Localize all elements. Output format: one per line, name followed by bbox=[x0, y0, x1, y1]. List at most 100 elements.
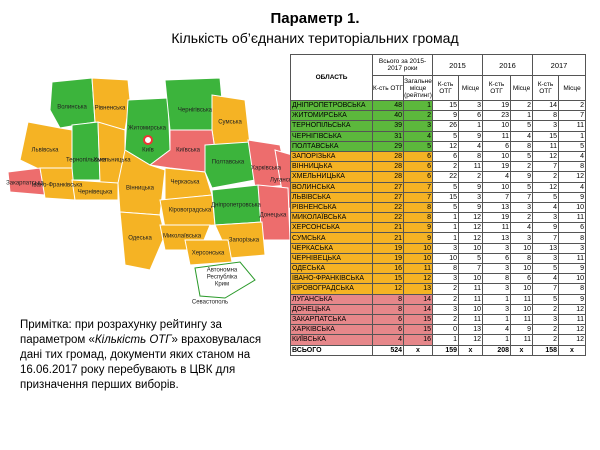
cell: 7 bbox=[510, 191, 533, 203]
cell: 12 bbox=[532, 150, 559, 163]
cell: 14 bbox=[403, 293, 433, 305]
cell: 1 bbox=[482, 293, 511, 305]
map-label: Закарпатська bbox=[6, 181, 44, 187]
cell: 8 bbox=[372, 303, 404, 315]
cell: 1 bbox=[432, 232, 459, 244]
cell: 19 bbox=[482, 212, 511, 224]
cell: 12 bbox=[432, 140, 459, 152]
header-cell: 2016 bbox=[482, 54, 533, 76]
region-name: СУМСЬКА bbox=[290, 232, 373, 244]
table-row: ТЕРНОПІЛЬСЬКА 39 3 26 1 10 5 3 11 bbox=[290, 120, 586, 132]
cell: 8 bbox=[558, 232, 586, 244]
map-label: Крим bbox=[215, 282, 229, 288]
table-row: ДНІПРОПЕТРОВСЬКА 48 1 15 3 19 2 14 2 bbox=[290, 99, 586, 112]
cell: 2 bbox=[432, 161, 459, 173]
cell: 13 bbox=[458, 324, 483, 336]
cell: 12 bbox=[458, 212, 483, 224]
cell: 4 bbox=[482, 324, 511, 336]
map-label: Хмельницька bbox=[93, 158, 131, 164]
cell: 6 bbox=[458, 110, 483, 122]
cell: 12 bbox=[532, 181, 559, 193]
cell: 9 bbox=[558, 293, 586, 305]
cell: 0 bbox=[432, 324, 459, 336]
cell: 11 bbox=[458, 313, 483, 326]
cell: 8 bbox=[558, 161, 586, 173]
cell: 3 bbox=[510, 201, 533, 214]
cell: 3 bbox=[510, 232, 533, 244]
map-label: Харківська bbox=[251, 166, 282, 172]
note-text: Примітка: при розрахунку рейтингу за пар… bbox=[20, 319, 222, 346]
map-label: Тернопільська bbox=[66, 158, 107, 164]
table-row: ХАРКІВСЬКА 6 15 0 13 4 9 2 12 bbox=[290, 324, 586, 336]
region-name: ЗАПОРІЗЬКА bbox=[290, 150, 373, 163]
total-cell: 159 bbox=[432, 344, 459, 356]
cell: 9 bbox=[558, 191, 586, 203]
cell: 5 bbox=[432, 181, 459, 193]
cell: 10 bbox=[458, 303, 483, 315]
cell: 1 bbox=[458, 120, 483, 132]
total-row: ВСЬОГО 524 x 159 x 208 x 158 x bbox=[290, 344, 586, 356]
header-cell: К-сть ОТГ bbox=[482, 75, 511, 101]
cell: 2 bbox=[532, 334, 559, 346]
cell: 3 bbox=[532, 120, 559, 132]
total-cell: 158 bbox=[532, 344, 559, 356]
note-text: » враховувалася дані тих громад, докумен… bbox=[20, 334, 262, 391]
cell: 15 bbox=[532, 130, 559, 142]
map: Волинська Рівненська Житомирська Чернігівсь… bbox=[6, 77, 290, 306]
cell: 11 bbox=[532, 140, 559, 152]
cell: 11 bbox=[510, 293, 533, 305]
table-row: ЛЬВІВСЬКА 27 7 15 3 7 7 5 9 bbox=[290, 191, 586, 203]
cell: 19 bbox=[482, 161, 511, 173]
cell: 5 bbox=[432, 201, 459, 214]
cell: 3 bbox=[482, 242, 511, 254]
cell: 11 bbox=[558, 120, 586, 132]
cell: 2 bbox=[558, 99, 586, 112]
region-name: ВІННИЦЬКА bbox=[290, 161, 373, 173]
cell: 19 bbox=[372, 242, 404, 254]
cell: 3 bbox=[432, 242, 459, 254]
cell: 11 bbox=[458, 293, 483, 305]
table-row: СУМСЬКА 21 9 1 12 13 3 7 8 bbox=[290, 232, 586, 244]
table-row: ЗАПОРІЗЬКА 28 6 6 8 10 5 12 4 bbox=[290, 150, 586, 163]
cell: 8 bbox=[432, 262, 459, 275]
cell: 15 bbox=[432, 99, 459, 112]
cell: 6 bbox=[403, 171, 433, 183]
table-row: ХМЕЛЬНИЦЬКА 28 6 22 2 4 9 2 12 bbox=[290, 171, 586, 183]
total-cell: x bbox=[458, 344, 483, 356]
cell: 8 bbox=[510, 140, 533, 152]
header-cell: К-сть ОТГ bbox=[372, 75, 404, 101]
cell: 6 bbox=[482, 140, 511, 152]
table-row: ЧЕРНІВЕЦЬКА 19 10 10 5 6 8 3 11 bbox=[290, 252, 586, 265]
cell: 1 bbox=[558, 130, 586, 142]
header-cell: Всього за 2015-2017 роки bbox=[372, 54, 433, 76]
table-row: ЗАКАРПАТСЬКА 6 15 2 11 1 11 3 11 bbox=[290, 313, 586, 326]
cell: 2 bbox=[532, 303, 559, 315]
cell: 1 bbox=[482, 334, 511, 346]
table-row: ЖИТОМИРСЬКА 40 2 9 6 23 1 8 7 bbox=[290, 110, 586, 122]
cell: 15 bbox=[372, 273, 404, 285]
map-label: Черкаська bbox=[171, 180, 201, 186]
cell: 28 bbox=[372, 171, 404, 183]
cell: 10 bbox=[558, 201, 586, 214]
map-label: Кіровоградська bbox=[169, 208, 212, 214]
cell: 6 bbox=[482, 252, 511, 265]
cell: 9 bbox=[558, 262, 586, 275]
region-name: ОДЕСЬКА bbox=[290, 262, 373, 275]
cell: 7 bbox=[403, 181, 433, 193]
cell: 11 bbox=[403, 262, 433, 275]
cell: 4 bbox=[403, 130, 433, 142]
total-cell: x bbox=[558, 344, 586, 356]
map-label: Чернівецька bbox=[78, 190, 113, 196]
cell: 5 bbox=[532, 293, 559, 305]
cell: 7 bbox=[458, 262, 483, 275]
header-cell: Місце bbox=[458, 75, 483, 101]
cell: 7 bbox=[532, 232, 559, 244]
cell: 13 bbox=[403, 283, 433, 295]
cell: 19 bbox=[372, 252, 404, 265]
cell: 11 bbox=[558, 212, 586, 224]
cell: 5 bbox=[510, 150, 533, 163]
cell: 5 bbox=[532, 191, 559, 203]
cell: 2 bbox=[510, 212, 533, 224]
table-row: ЧЕРКАСЬКА 19 10 3 10 3 10 13 3 bbox=[290, 242, 586, 254]
cell: 1 bbox=[432, 212, 459, 224]
